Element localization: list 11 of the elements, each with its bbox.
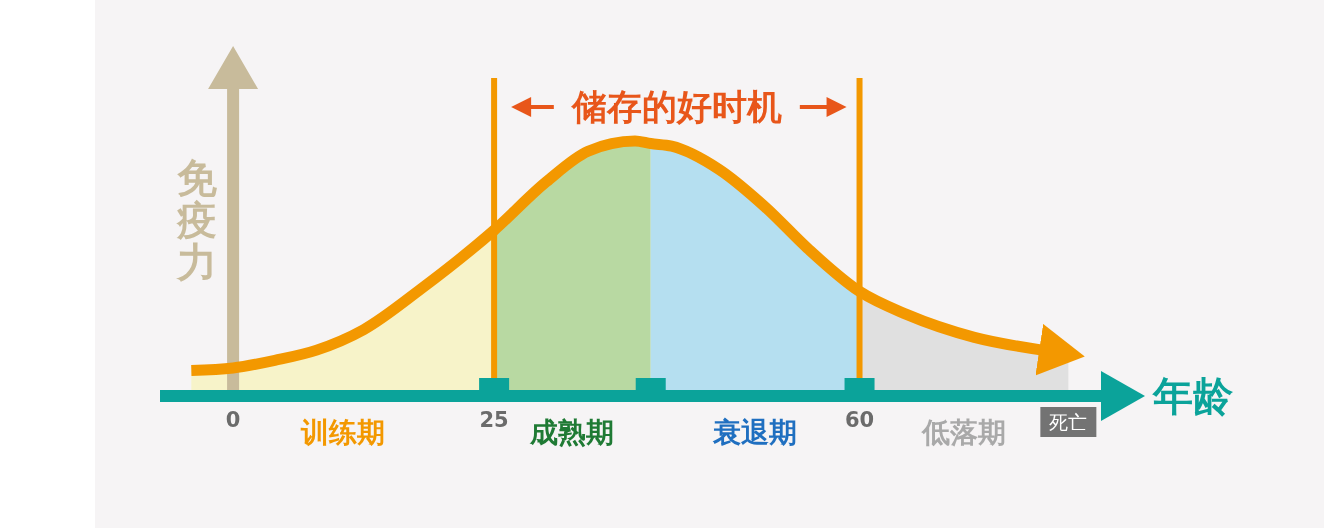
x-tick-label: 25 bbox=[479, 408, 509, 432]
series-label: 训练期 bbox=[299, 415, 385, 449]
series-label: 衰退期 bbox=[712, 415, 798, 449]
series-label: 成熟期 bbox=[529, 415, 615, 449]
x-tick-label: 0 bbox=[225, 408, 241, 432]
y-axis-title: 免疫力 bbox=[176, 155, 218, 285]
text: 死亡 bbox=[1049, 411, 1088, 433]
text: 储存的好时机 bbox=[569, 87, 782, 127]
x-axis-title: 年龄 bbox=[1152, 373, 1233, 419]
series-label: 低落期 bbox=[920, 415, 1006, 449]
x-tick-label: 60 bbox=[844, 408, 875, 432]
